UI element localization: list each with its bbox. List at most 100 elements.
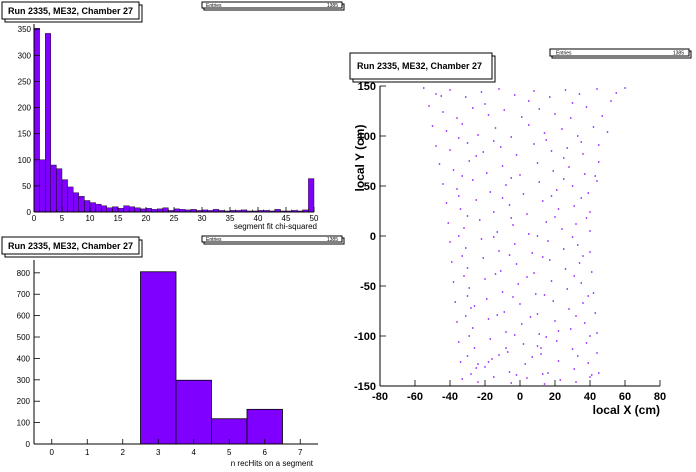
xy-point (442, 183, 444, 185)
xy-point (458, 341, 460, 343)
xy-point (556, 189, 558, 191)
xy-point (486, 298, 488, 300)
xy-point (533, 90, 535, 92)
xy-point (500, 270, 502, 272)
chi2-bar (134, 207, 141, 213)
xy-point (582, 302, 584, 304)
xy-point (568, 308, 570, 310)
xy-point (571, 236, 574, 238)
xy-point (526, 213, 528, 215)
xy-point (584, 322, 586, 324)
xy-point (482, 151, 484, 153)
xy-point (496, 231, 498, 233)
nhits-y-tick-label: 500 (17, 333, 31, 342)
nhits-y-tick-label: 700 (17, 290, 31, 299)
xy-point (571, 185, 574, 187)
xy-point (475, 367, 477, 369)
xy-point (557, 208, 560, 210)
xy-point (458, 195, 460, 197)
xy-point (594, 175, 596, 177)
chi2-axes: 0 5 10 15 20 25 30 35 40 45 50 0 50 100 150 200 250 300 35… (18, 24, 319, 223)
chi2-title-box: Run 2335, ME32, Chamber 27 (1, 1, 143, 23)
xy-point (596, 180, 598, 182)
xy-point (549, 96, 551, 98)
chi2-y-tick-label: 150 (18, 130, 32, 139)
chi2-histogram-panel: Run 2335, ME32, Chamber 27 Entries 1385 … (1, 1, 345, 231)
xy-point (542, 373, 544, 375)
xy-point (557, 330, 560, 332)
chi2-x-tick-label: 40 (254, 214, 263, 223)
xy-point (515, 263, 518, 265)
xy-point (554, 320, 556, 322)
xy-point (493, 140, 495, 142)
xy-point (554, 113, 556, 115)
nhits-x-tick-label: 4 (192, 448, 197, 457)
xy-point (459, 208, 462, 210)
xy-point (547, 372, 549, 374)
xy-point (568, 166, 570, 168)
nhits-y-tick-label: 100 (17, 419, 31, 428)
nhits-axes: 0 1 2 3 4 5 6 7 0 100 200 300 400 500 600 700 800 (17, 260, 318, 457)
chi2-bars (33, 27, 315, 213)
xy-axes: -80 -60 -40 -20 0 20 40 60 80 -150 -100 -50 0 50 100 15… (354, 81, 666, 403)
xy-point (592, 126, 595, 128)
xy-point (580, 282, 582, 284)
xy-xlabel: local X (cm) (593, 403, 660, 417)
xy-point (577, 244, 579, 246)
chi2-bar (100, 205, 107, 213)
xy-point (503, 311, 505, 313)
chi2-xlabel: segment fit chi-squared (234, 222, 317, 231)
xy-point (563, 248, 565, 250)
xy-point (508, 254, 511, 256)
nhits-title: Run 2335, ME32, Chamber 27 (8, 241, 133, 251)
chi2-bar (67, 186, 74, 213)
chi2-y-tick-label: 100 (18, 156, 32, 165)
xy-y-tick-label: 150 (358, 81, 376, 93)
xy-point (480, 238, 483, 240)
xy-title: Run 2335, ME32, Chamber 27 (357, 61, 482, 71)
xy-point (514, 334, 516, 336)
chi2-bar (95, 203, 102, 213)
xy-point (435, 93, 437, 95)
xy-point (587, 192, 589, 194)
xy-point (472, 179, 474, 181)
xy-point (589, 251, 591, 253)
nhits-stats-value: 1385 (327, 237, 338, 243)
xy-point (445, 202, 448, 204)
xy-point (501, 197, 504, 199)
nhits-title-box: Run 2335, ME32, Chamber 27 (1, 236, 143, 258)
xy-point (456, 117, 458, 119)
xy-point (440, 95, 442, 97)
xy-point (561, 228, 563, 230)
chi2-x-tick-label: 5 (60, 214, 65, 223)
xy-point (594, 312, 596, 314)
xy-point (582, 255, 584, 257)
nhits-bar (175, 379, 212, 445)
xy-point (598, 161, 600, 163)
xy-point (507, 351, 509, 353)
chi2-title: Run 2335, ME32, Chamber 27 (8, 6, 133, 16)
chi2-bar (56, 168, 63, 213)
xy-point (458, 235, 460, 237)
xy-point (447, 222, 449, 224)
nhits-bars (140, 271, 283, 445)
xy-point (466, 355, 469, 357)
xy-point (596, 352, 598, 354)
xy-x-tick-label: -80 (372, 391, 388, 403)
xy-point (493, 376, 495, 378)
chi2-x-tick-label: 50 (310, 214, 319, 223)
xy-point (466, 267, 469, 269)
xy-point (498, 354, 500, 356)
xy-point (592, 292, 595, 294)
xy-point (470, 307, 472, 309)
xy-point (598, 144, 600, 146)
xy-point (484, 103, 486, 105)
xy-point (503, 109, 505, 111)
xy-point (477, 381, 479, 383)
xy-point (550, 195, 553, 197)
xy-point (533, 272, 535, 274)
xy-point (585, 106, 588, 108)
nhits-x-tick-label: 5 (227, 448, 232, 457)
local-xy-scatter-panel: Run 2335, ME32, Chamber 27 Entries 1385 … (349, 48, 692, 417)
chi2-bar (123, 205, 130, 213)
